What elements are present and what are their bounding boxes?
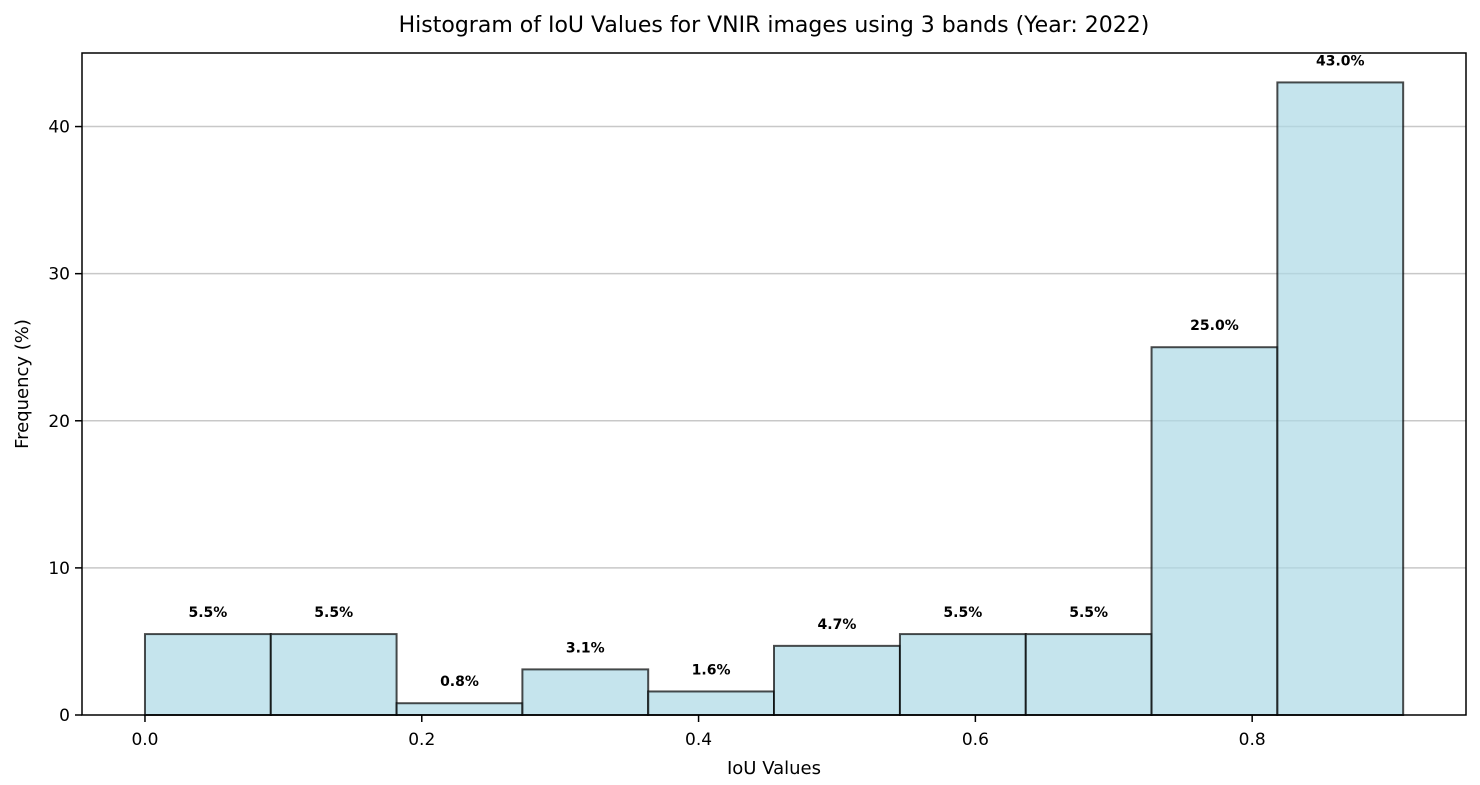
bar-value-label: 5.5%	[1069, 605, 1108, 621]
bar-value-label: 25.0%	[1190, 318, 1239, 334]
histogram-bar	[647, 690, 775, 716]
bar-value-label: 43.0%	[1316, 53, 1365, 69]
bar-value-label: 3.1%	[566, 640, 605, 656]
histogram-bar	[143, 633, 272, 716]
histogram-bar	[1276, 81, 1405, 716]
x-tick-label: 0.2	[408, 730, 435, 750]
x-tick-label: 0.4	[685, 730, 712, 750]
histogram-bar	[898, 633, 1027, 716]
bar-value-label: 0.8%	[440, 674, 479, 690]
bar-labels: 5.5% 5.5% 0.8% 3.1% 1.6% 4.7% 5.5% 5.5% 25.0% 43.…	[188, 53, 1364, 690]
histogram-bar	[269, 633, 398, 716]
histogram-bar	[773, 644, 901, 717]
y-tick-label: 0	[59, 706, 70, 726]
y-axis-ticks: 0 10 20 30 40	[48, 118, 82, 726]
histogram-bar	[1024, 633, 1153, 716]
x-tick-label: 0.6	[962, 730, 989, 750]
chart-title: Histogram of IoU Values for VNIR images …	[399, 13, 1150, 38]
histogram-bar	[1150, 346, 1279, 716]
bars	[143, 81, 1405, 717]
x-tick-label: 0.8	[1239, 730, 1266, 750]
x-tick-label: 0.0	[131, 730, 158, 750]
y-tick-label: 30	[48, 265, 70, 285]
bar-value-label: 5.5%	[943, 605, 982, 621]
bar-value-label: 1.6%	[692, 662, 731, 678]
y-axis-label: Frequency (%)	[12, 319, 33, 449]
y-tick-label: 10	[48, 559, 70, 579]
bar-value-label: 4.7%	[818, 617, 857, 633]
y-tick-label: 40	[48, 118, 70, 138]
x-axis-label: IoU Values	[727, 758, 821, 779]
y-tick-label: 20	[48, 412, 70, 432]
bar-value-label: 5.5%	[188, 605, 227, 621]
histogram-bar	[395, 702, 524, 717]
plot-frame	[81, 52, 1467, 716]
x-axis-ticks: 0.0 0.2 0.4 0.6 0.8	[131, 715, 1266, 750]
histogram-bar	[521, 668, 650, 717]
bar-value-label: 5.5%	[314, 605, 353, 621]
